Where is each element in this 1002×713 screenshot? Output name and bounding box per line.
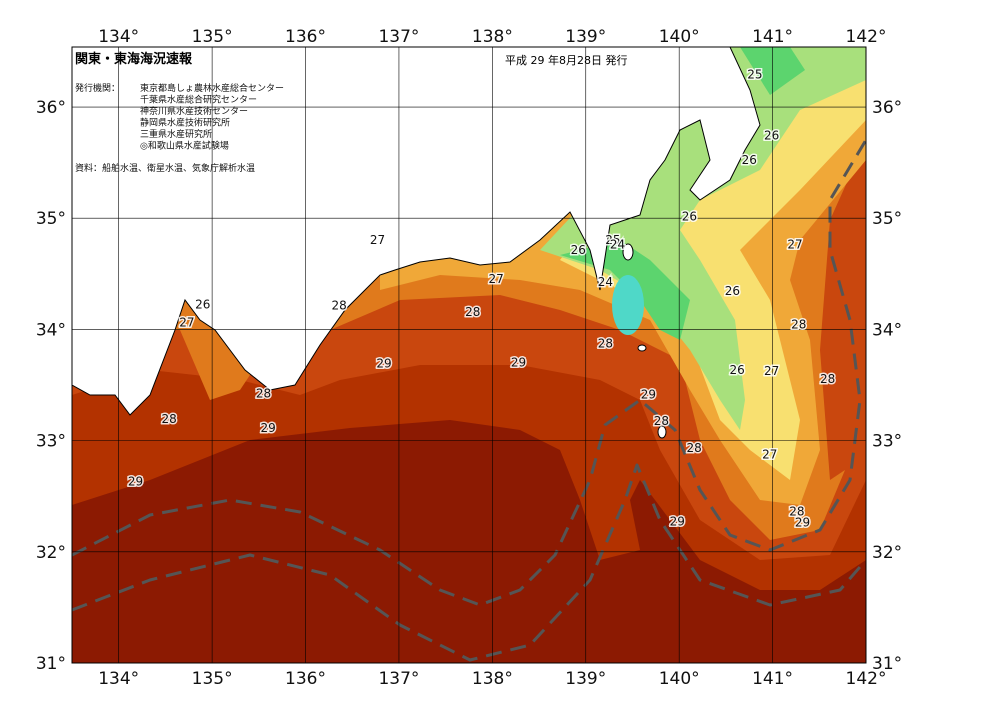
contour-label: 28 [465,305,480,319]
contour-label: 27 [787,237,802,251]
contour-label: 26 [742,153,757,167]
lon-label: 142° [846,27,887,47]
contour-label: 25 [747,67,762,81]
agency-list: 東京都島しょ農林水産総合センター千葉県水産総合研究センター神奈川県水産技術センタ… [140,82,284,152]
contour-label: 26 [725,284,740,298]
lon-label: 134° [98,27,139,47]
contour-label: 26 [195,297,210,311]
contour-label: 26 [764,128,779,142]
contour-label: 28 [791,317,806,331]
lon-label: 138° [472,669,513,689]
contour-label: 28 [256,386,271,400]
lon-label: 141° [752,669,793,689]
lon-label: 136° [285,669,326,689]
contour-label: 28 [162,412,177,426]
lon-label: 137° [378,27,419,47]
contour-label: 24 [598,275,613,289]
contour-label: 27 [764,364,779,378]
lat-label: 32° [872,543,902,563]
current-path [72,463,866,662]
lon-label: 140° [659,27,700,47]
lat-label: 31° [36,654,66,674]
contour-label: 29 [670,514,685,528]
lon-label: 142° [846,669,887,689]
contour-label: 28 [789,504,804,518]
lon-label: 135° [192,669,233,689]
contour-label: 29 [511,355,526,369]
lon-label: 139° [565,669,606,689]
agency: 静岡県水産技術研究所 [140,117,230,129]
contour-label: 29 [795,515,810,529]
agency: ◎和歌山県水産試験場 [140,140,229,152]
contour-label: 29 [376,356,391,370]
contour-label: 26 [571,243,586,257]
lon-label: 139° [565,27,606,47]
lon-label: 140° [659,669,700,689]
lon-label: 137° [378,669,419,689]
contour-label: 27 [179,315,194,329]
sea-band [560,47,866,480]
lon-label: 136° [285,27,326,47]
contour-label: 28 [598,336,613,350]
title: 関東・東海海況速報 [75,51,193,67]
agencies-label: 発行機関： [75,82,120,94]
contour-label: 29 [641,388,656,402]
lat-label: 33° [872,432,902,452]
agency: 千葉県水産総合研究センター [140,94,257,106]
lon-label: 138° [472,27,513,47]
agency: 神奈川県水産技術センター [140,105,248,117]
lat-label: 32° [36,543,66,563]
lat-label: 35° [36,209,66,229]
land [72,47,761,416]
island [622,243,634,261]
contour-label: 27 [488,272,503,286]
contour-label: 29 [261,421,276,435]
contour-label: 26 [729,363,744,377]
lon-label: 135° [192,27,233,47]
lat-label: 35° [872,209,902,229]
lon-label: 134° [98,669,139,689]
lat-label: 34° [872,320,902,340]
contour-label: 24 [610,237,625,251]
contour-label: 27 [370,233,385,247]
sea-band [612,275,644,335]
lat-label: 36° [872,98,902,118]
contour-label: 28 [332,299,347,313]
temperature-layers [72,47,866,663]
island [637,344,647,352]
lat-label: 33° [36,432,66,452]
lat-label: 36° [36,98,66,118]
contour-label: 28 [820,372,835,386]
contour-label: 29 [128,474,143,488]
island [657,425,667,439]
lon-label: 141° [752,27,793,47]
source: 資料：船舶水温、衛星水温、気象庁解析水温 [75,162,255,174]
contour-label: 28 [654,414,669,428]
grid: 134° 134° 135° 135° 136° 136° 137° 137° 138° 138°… [36,27,902,689]
agency: 東京都島しょ農林水産総合センター [140,82,284,94]
contour-label: 25 [605,233,620,247]
contour-label: 28 [686,441,701,455]
agency: 三重県水産研究所 [140,128,212,140]
issue-date: 平成 29 年8月28日 発行 [505,53,627,67]
contour-label: 26 [682,210,697,224]
sea-band [560,240,690,340]
lat-label: 34° [36,320,66,340]
lat-label: 31° [872,654,902,674]
contour-label: 27 [762,448,777,462]
